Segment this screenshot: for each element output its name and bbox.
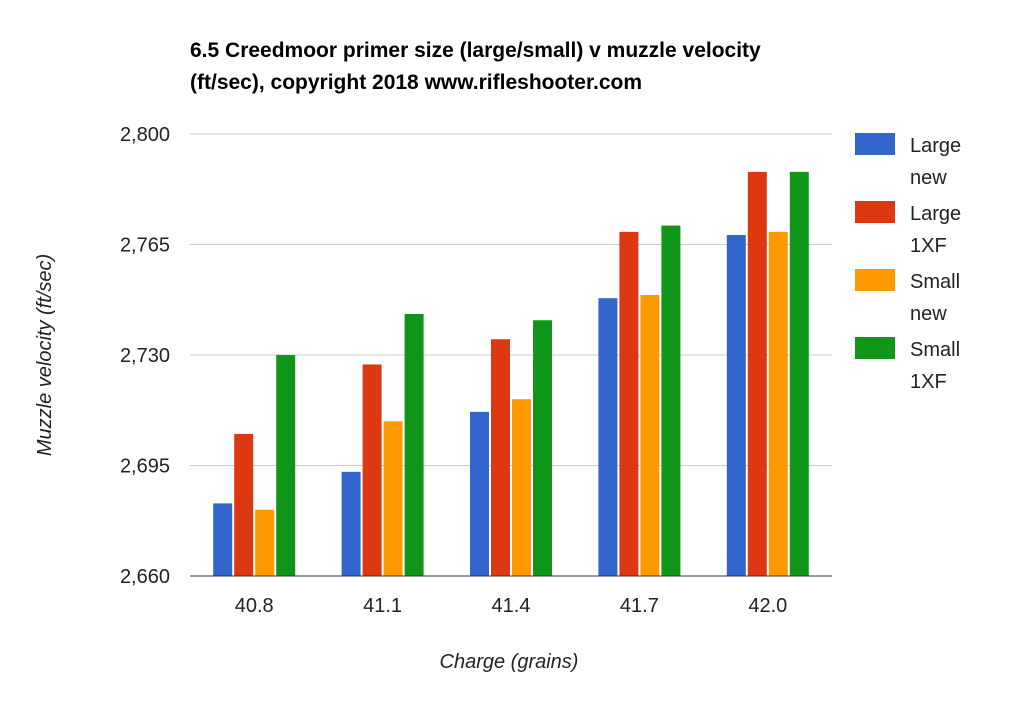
bar-large-1xf-41.4 [491, 339, 510, 576]
legend-swatch [855, 269, 895, 291]
y-tick-label: 2,660 [120, 566, 170, 588]
legend-swatch [855, 337, 895, 359]
y-axis-title: Muzzle velocity (ft/sec) [34, 254, 56, 456]
bar-large-new-41.4 [470, 411, 489, 576]
y-tick-label: 2,765 [120, 235, 170, 257]
bar-small-1xf-41.1 [404, 313, 424, 576]
bar-small-1xf-41.4 [533, 320, 552, 576]
legend-swatch [855, 133, 895, 155]
legend-swatch [855, 201, 895, 223]
bar-large-1xf-42.0 [747, 171, 767, 576]
bar-large-new-41.7 [598, 298, 618, 576]
bar-small-new-41.4 [512, 399, 531, 576]
x-tick-label: 40.8 [235, 595, 274, 617]
bar-small-new-42.0 [768, 231, 788, 576]
legend-label: Large [910, 203, 961, 225]
bar-small-new-41.1 [383, 421, 403, 576]
legend-label: 1XF [910, 371, 947, 393]
bar-small-1xf-42.0 [789, 171, 809, 576]
x-axis-ticks: 40.8 41.1 41.4 41.7 42.0 [235, 595, 788, 617]
x-tick-label: 41.7 [620, 595, 659, 617]
x-tick-label: 41.1 [363, 595, 402, 617]
legend-label: new [910, 167, 947, 189]
chart-title-line-2: (ft/sec), copyright 2018 www.rifleshoote… [190, 71, 642, 94]
legend-label: new [910, 303, 947, 325]
legend-label: 1XF [910, 235, 947, 257]
y-axis-ticks: 2,660 2,695 2,730 2,765 2,800 [120, 124, 170, 588]
bar-large-new-40.8 [213, 503, 233, 576]
legend-label: Small [910, 339, 960, 361]
chart-title-line-1: 6.5 Creedmoor primer size (large/small) … [190, 39, 761, 62]
y-tick-label: 2,730 [120, 345, 170, 367]
y-tick-label: 2,800 [120, 124, 170, 146]
legend: Large new Large 1XF Small new Small 1XF [855, 133, 961, 393]
bars [190, 171, 832, 577]
bar-large-1xf-40.8 [234, 433, 254, 576]
x-axis-title: Charge (grains) [440, 651, 579, 673]
bar-small-new-40.8 [255, 509, 275, 576]
x-tick-label: 41.4 [492, 595, 531, 617]
bar-small-new-41.7 [640, 295, 660, 576]
bar-large-1xf-41.1 [362, 364, 382, 576]
x-tick-label: 42.0 [748, 595, 787, 617]
bar-large-new-42.0 [726, 235, 746, 576]
bar-large-new-41.1 [341, 471, 361, 576]
legend-label: Small [910, 271, 960, 293]
y-tick-label: 2,695 [120, 456, 170, 478]
bar-small-1xf-40.8 [276, 355, 296, 576]
bar-small-1xf-41.7 [661, 225, 681, 577]
bar-large-1xf-41.7 [619, 231, 639, 576]
legend-label: Large [910, 135, 961, 157]
